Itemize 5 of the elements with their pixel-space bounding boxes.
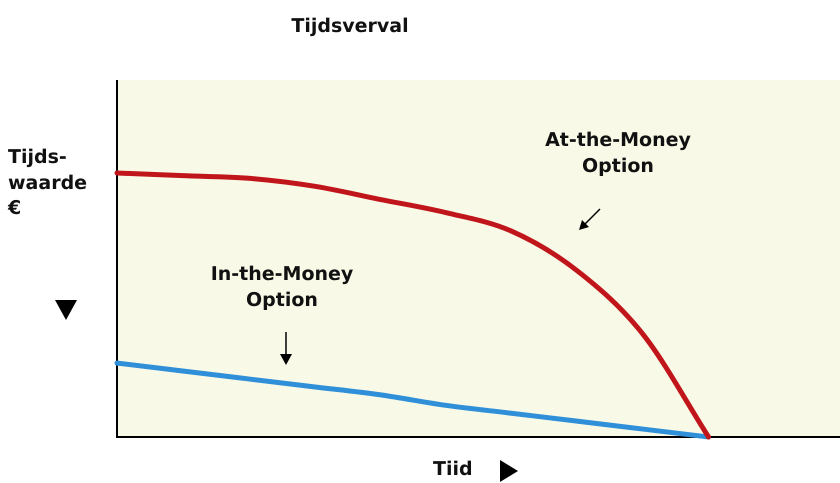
y-axis-title: Tijds- waarde €	[8, 145, 88, 222]
annotation: In-the-Money Option	[210, 262, 354, 313]
x-axis-title: Tiid	[433, 457, 473, 482]
chart-title: Tijdsverval	[291, 14, 409, 39]
annotation: At-the-Money Option	[545, 128, 691, 179]
